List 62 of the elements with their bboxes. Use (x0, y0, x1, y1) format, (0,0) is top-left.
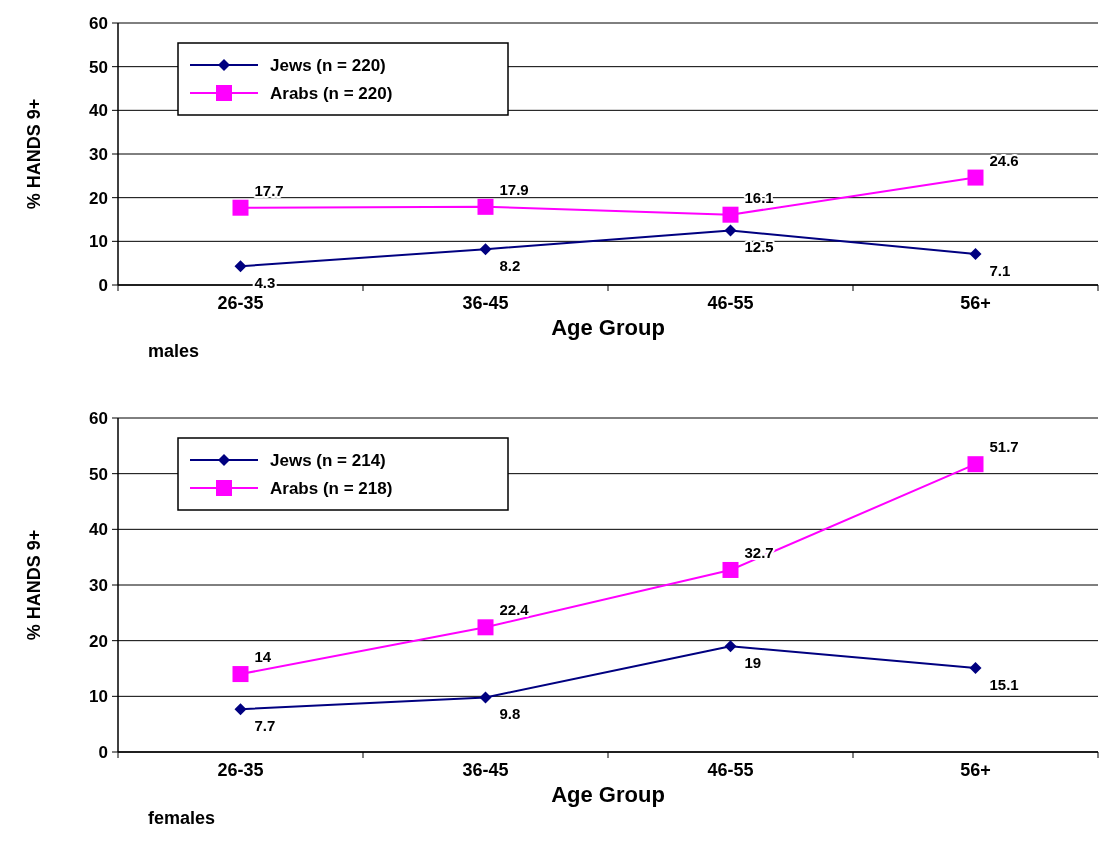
data-label: 7.7 (254, 717, 276, 735)
x-tick-label: 36-45 (462, 760, 509, 780)
x-tick-label: 36-45 (462, 293, 509, 313)
data-label: 17.7 (254, 181, 284, 199)
x-tick-label: 26-35 (217, 293, 264, 313)
data-label: 9.8 (499, 705, 521, 723)
data-label: 51.7 (989, 438, 1019, 456)
legend-label: Arabs (n = 218) (270, 478, 393, 498)
y-tick-label: 0 (98, 275, 108, 295)
point (969, 661, 982, 674)
data-label: 7.1 (989, 262, 1011, 279)
point (232, 666, 249, 683)
point (232, 199, 249, 216)
y-tick-label: 10 (89, 232, 108, 252)
point (967, 169, 984, 186)
point (969, 248, 982, 260)
x-tick-label: 56+ (960, 760, 991, 780)
legend-label: Arabs (n = 220) (270, 83, 393, 103)
data-label: 17.9 (499, 180, 529, 198)
data-label: 22.4 (499, 601, 530, 619)
point (234, 703, 247, 716)
data-label: 32.7 (744, 543, 774, 561)
y-tick-label: 30 (89, 144, 108, 164)
data-label: 14 (254, 648, 272, 666)
data-label: 8.2 (499, 257, 521, 275)
data-label: 24.6 (989, 151, 1019, 169)
point (234, 260, 247, 273)
x-tick-label: 56+ (960, 293, 991, 313)
text: males (148, 341, 200, 361)
y-tick-label: 10 (89, 687, 108, 707)
y-tick-label: 50 (89, 57, 108, 77)
point (477, 619, 494, 636)
y-axis-title: % HANDS 9+ (24, 529, 44, 641)
y-tick-label: 0 (98, 742, 108, 762)
data-label: 15.1 (989, 675, 1019, 693)
x-axis-title: Age Group (551, 315, 665, 340)
y-tick-label: 20 (89, 188, 108, 208)
y-tick-label: 40 (89, 520, 108, 540)
y-tick-label: 60 (89, 13, 108, 33)
x-tick-label: 26-35 (217, 760, 264, 780)
y-tick-label: 20 (89, 631, 108, 651)
x-tick-label: 46-55 (707, 293, 754, 313)
point (967, 456, 984, 473)
text: females (148, 808, 216, 828)
y-axis-title: % HANDS 9+ (24, 98, 44, 210)
point (479, 691, 492, 704)
x-tick-label: 46-55 (707, 760, 754, 780)
point (477, 198, 494, 215)
data-label: 12.5 (744, 238, 774, 256)
x-axis-title: Age Group (551, 782, 665, 807)
point (722, 206, 739, 223)
data-label: 19 (744, 654, 762, 672)
point (724, 640, 737, 653)
legend-label: Jews (n = 220) (270, 55, 386, 75)
y-tick-label: 50 (89, 464, 108, 484)
point (722, 561, 739, 578)
point (479, 243, 492, 256)
y-tick-label: 60 (89, 408, 108, 428)
legend-label: Jews (n = 214) (270, 450, 386, 470)
y-tick-label: 40 (89, 101, 108, 121)
y-tick-label: 30 (89, 575, 108, 595)
point (724, 224, 737, 237)
